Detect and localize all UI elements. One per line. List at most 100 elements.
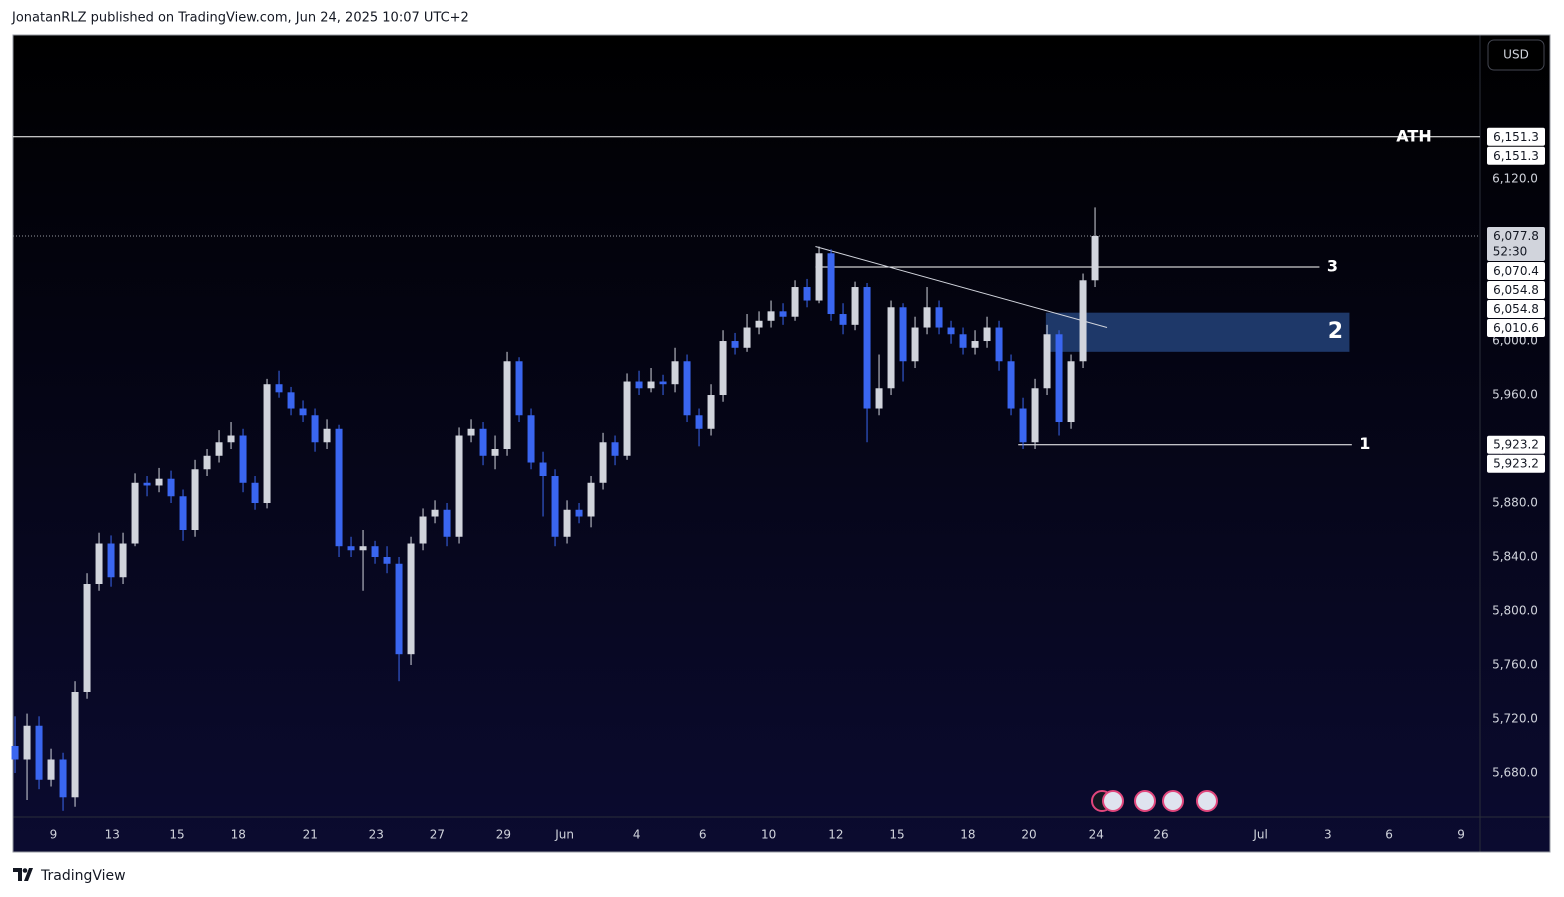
- candle-body: [443, 509, 451, 537]
- candle-body: [35, 725, 43, 780]
- candle-body: [299, 408, 307, 416]
- candle-body: [59, 759, 67, 798]
- price-label: 6,070.4: [1493, 264, 1539, 278]
- candle-body: [383, 557, 391, 564]
- brand-logo: [13, 868, 33, 881]
- candle-body: [551, 476, 559, 537]
- candle-body: [707, 395, 715, 429]
- candle-body: [695, 415, 703, 429]
- y-tick-label: 5,960.0: [1492, 388, 1538, 402]
- candle-body: [839, 314, 847, 325]
- ath-label: ATH: [1396, 126, 1431, 145]
- candle-body: [983, 327, 991, 342]
- y-tick-label: 5,760.0: [1492, 658, 1538, 672]
- candle-body: [623, 381, 631, 456]
- candle-body: [395, 563, 403, 655]
- candle-body: [11, 745, 19, 760]
- candle-body: [107, 543, 115, 578]
- candle-body: [899, 307, 907, 362]
- candle-body: [215, 442, 223, 456]
- level-label: 3: [1327, 257, 1338, 276]
- x-tick-label: 9: [1457, 828, 1465, 842]
- candle-body: [167, 478, 175, 497]
- candle-body: [275, 384, 283, 393]
- x-tick-label: 29: [496, 828, 511, 842]
- candle-body: [863, 287, 871, 409]
- candle-body: [179, 496, 187, 531]
- y-tick-label: 5,880.0: [1492, 496, 1538, 510]
- x-tick-label: 12: [828, 828, 843, 842]
- candle-body: [767, 311, 775, 321]
- x-tick-label: 6: [1385, 828, 1393, 842]
- candle-body: [827, 253, 835, 315]
- candle-body: [203, 455, 211, 470]
- price-label-box: [1487, 146, 1545, 165]
- candle-body: [239, 435, 247, 483]
- price-label-box: [1487, 262, 1545, 281]
- candle-body: [359, 546, 367, 551]
- candle-body: [23, 725, 31, 760]
- candle-body: [419, 516, 427, 544]
- candle-body: [815, 253, 823, 301]
- x-tick-label: 10: [761, 828, 776, 842]
- y-tick-label: 5,680.0: [1492, 765, 1538, 779]
- y-tick-label: 5,840.0: [1492, 550, 1538, 564]
- candle-body: [803, 287, 811, 301]
- x-tick-label: 23: [369, 828, 384, 842]
- price-label-box: [1487, 281, 1545, 300]
- currency-button[interactable]: [1487, 39, 1545, 71]
- price-label-box: [1487, 300, 1545, 319]
- candle-body: [491, 449, 499, 456]
- candle-body: [683, 361, 691, 416]
- candle-body: [467, 428, 475, 436]
- price-label-box: [1487, 319, 1545, 338]
- price-label: 5,923.2: [1493, 438, 1539, 452]
- candle-body: [323, 428, 331, 443]
- candle-body: [539, 462, 547, 477]
- currency[interactable]: USD: [1503, 48, 1529, 62]
- candle-body: [755, 320, 763, 328]
- candle-body: [143, 482, 151, 486]
- zone-label: 2: [1328, 319, 1343, 344]
- candle-body: [131, 482, 139, 544]
- candle-body: [851, 287, 859, 325]
- candle-body: [95, 543, 103, 585]
- zone-box: [1045, 312, 1350, 352]
- candle-body: [155, 478, 163, 486]
- x-tick-label: 4: [633, 828, 641, 842]
- candle-body: [935, 307, 943, 328]
- candle-body: [1043, 334, 1051, 389]
- candle-body: [335, 428, 343, 547]
- candle-body: [995, 327, 1003, 362]
- candle-body: [503, 361, 511, 450]
- x-tick-label: 18: [960, 828, 975, 842]
- x-tick-label: 24: [1089, 828, 1104, 842]
- y-tick-label: 6,000.0: [1492, 334, 1538, 348]
- candle-body: [1031, 388, 1039, 443]
- price-label: 6,054.8: [1493, 302, 1539, 316]
- candle-body: [71, 691, 79, 798]
- candle-body: [83, 584, 91, 692]
- brand: TradingView: [40, 868, 126, 884]
- candle-body: [287, 392, 295, 409]
- candle-body: [923, 307, 931, 328]
- candle-body: [779, 311, 787, 317]
- candle-body: [947, 327, 955, 335]
- candle-body: [455, 435, 463, 537]
- price-label: 6,151.3: [1493, 149, 1539, 163]
- candle-body: [1019, 408, 1027, 443]
- candle-body: [647, 381, 655, 389]
- price-label-box: [1487, 227, 1545, 262]
- x-tick-label: 6: [699, 828, 707, 842]
- candle-body: [515, 361, 523, 416]
- price-label: 5,923.2: [1493, 457, 1539, 471]
- candle-body: [743, 327, 751, 348]
- candle-body: [371, 546, 379, 558]
- price-label-box: [1487, 435, 1545, 454]
- publish-info: JonatanRLZ published on TradingView.com,…: [11, 11, 469, 26]
- candle-body: [527, 415, 535, 463]
- candle-body: [47, 759, 55, 780]
- x-tick-label: Jun: [554, 828, 574, 842]
- countdown: 52:30: [1493, 245, 1528, 259]
- candle-body: [575, 509, 583, 517]
